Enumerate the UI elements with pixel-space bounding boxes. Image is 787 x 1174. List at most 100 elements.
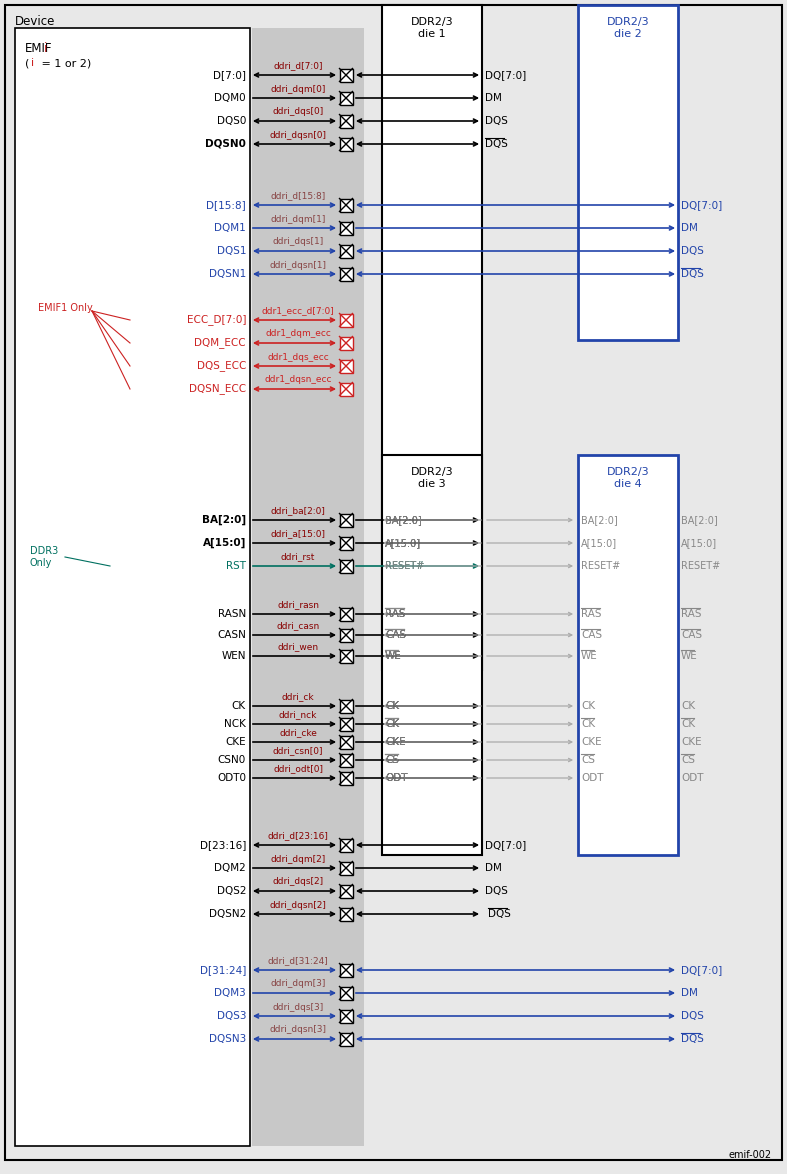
Bar — [339, 115, 353, 128]
Text: CK: CK — [581, 718, 595, 729]
Text: DQS: DQS — [681, 1011, 704, 1021]
Text: CKE: CKE — [385, 737, 405, 747]
Text: CS: CS — [385, 755, 399, 765]
Text: RESET#: RESET# — [385, 561, 424, 571]
Text: CK: CK — [385, 718, 399, 729]
Bar — [339, 862, 353, 875]
Text: ddri_d[15:8]: ddri_d[15:8] — [271, 191, 326, 201]
Bar — [339, 359, 353, 372]
Text: WEN: WEN — [221, 652, 246, 661]
Bar — [339, 986, 353, 999]
Text: CK: CK — [385, 701, 399, 711]
Text: DQ[7:0]: DQ[7:0] — [681, 965, 722, 974]
Text: ddri_dqsn[1]: ddri_dqsn[1] — [269, 261, 327, 270]
Text: CAS: CAS — [385, 630, 406, 640]
Text: ddri_d[23:16]: ddri_d[23:16] — [268, 831, 328, 841]
Bar — [339, 92, 353, 104]
Text: ddri_rasn: ddri_rasn — [277, 600, 319, 609]
Text: (: ( — [25, 58, 29, 68]
Text: ddri_dqm[3]: ddri_dqm[3] — [270, 979, 326, 989]
Bar — [339, 383, 353, 396]
Bar — [339, 313, 353, 326]
Text: ddri_dqs[1]: ddri_dqs[1] — [272, 237, 323, 247]
Text: DDR2/3: DDR2/3 — [411, 467, 453, 477]
Text: CAS: CAS — [581, 630, 602, 640]
Text: ECC_D[7:0]: ECC_D[7:0] — [187, 315, 246, 325]
Text: WE: WE — [581, 652, 598, 661]
Text: ODT: ODT — [581, 772, 604, 783]
Text: CASN: CASN — [217, 630, 246, 640]
Bar — [15, 28, 250, 1146]
Text: DQS: DQS — [485, 139, 508, 149]
Text: CS: CS — [385, 755, 399, 765]
Bar — [382, 5, 482, 670]
Text: DM: DM — [485, 863, 502, 873]
Text: CS: CS — [681, 755, 695, 765]
Text: RAS: RAS — [385, 609, 405, 619]
Text: ddri_dqm[1]: ddri_dqm[1] — [270, 215, 326, 223]
Text: BA[2:0]: BA[2:0] — [385, 515, 422, 525]
Text: RAS: RAS — [581, 609, 601, 619]
Text: D[31:24]: D[31:24] — [200, 965, 246, 974]
Text: ddri_ck: ddri_ck — [282, 693, 314, 702]
Text: ddri_dqm[2]: ddri_dqm[2] — [271, 855, 326, 864]
Text: die 2: die 2 — [614, 29, 642, 39]
Bar — [339, 537, 353, 549]
Text: DQS3: DQS3 — [216, 1011, 246, 1021]
Text: DM: DM — [485, 93, 502, 103]
Bar — [339, 771, 353, 784]
Text: ddr1_dqm_ecc: ddr1_dqm_ecc — [265, 330, 331, 338]
Text: CAS: CAS — [681, 630, 702, 640]
Text: ddri_dqs[2]: ddri_dqs[2] — [272, 877, 323, 886]
Bar — [339, 754, 353, 767]
Text: BA[2:0]: BA[2:0] — [202, 515, 246, 525]
Bar — [339, 884, 353, 897]
Text: ODT: ODT — [385, 772, 408, 783]
Text: A[15:0]: A[15:0] — [202, 538, 246, 548]
Text: Only: Only — [30, 558, 53, 568]
Text: CKE: CKE — [681, 737, 702, 747]
Text: BA[2:0]: BA[2:0] — [681, 515, 718, 525]
Text: die 1: die 1 — [418, 29, 445, 39]
Text: DQM3: DQM3 — [214, 989, 246, 998]
Text: ddri_dqm[0]: ddri_dqm[0] — [270, 85, 326, 94]
Text: ddri_dqsn[0]: ddri_dqsn[0] — [269, 130, 327, 140]
Text: ddri_dqs[3]: ddri_dqs[3] — [272, 1003, 323, 1012]
Text: DQSN2: DQSN2 — [209, 909, 246, 919]
Text: DQS: DQS — [681, 247, 704, 256]
Text: i: i — [31, 58, 34, 68]
Text: DQS_ECC: DQS_ECC — [197, 360, 246, 371]
Text: ddri_wen: ddri_wen — [278, 642, 319, 652]
Text: ddr1_ecc_d[7:0]: ddr1_ecc_d[7:0] — [261, 306, 334, 316]
Text: CS: CS — [581, 755, 595, 765]
Bar — [339, 337, 353, 350]
Text: ddri_csn[0]: ddri_csn[0] — [273, 747, 323, 756]
Text: DQS2: DQS2 — [216, 886, 246, 896]
Bar — [382, 456, 482, 855]
Bar — [339, 1010, 353, 1023]
Text: RESET#: RESET# — [385, 561, 424, 571]
Text: die 3: die 3 — [418, 479, 445, 490]
Text: DDR3: DDR3 — [30, 546, 58, 556]
Text: DQSN3: DQSN3 — [209, 1034, 246, 1044]
Bar — [339, 68, 353, 81]
Text: DQM1: DQM1 — [214, 223, 246, 232]
Text: i: i — [43, 42, 47, 55]
Text: DM: DM — [681, 223, 698, 232]
Text: DQS0: DQS0 — [216, 116, 246, 126]
Bar — [578, 456, 678, 855]
Text: RAS: RAS — [681, 609, 701, 619]
Text: CK: CK — [581, 701, 595, 711]
Bar — [339, 244, 353, 257]
Text: ddri_dqsn[3]: ddri_dqsn[3] — [269, 1026, 327, 1034]
Text: DDR2/3: DDR2/3 — [411, 16, 453, 27]
Text: DQS: DQS — [681, 269, 704, 279]
Text: ODT: ODT — [681, 772, 704, 783]
Text: ddri_cke: ddri_cke — [279, 729, 317, 737]
Bar — [339, 137, 353, 150]
Text: RST: RST — [226, 561, 246, 571]
Text: Device: Device — [15, 15, 55, 28]
Text: ddri_dqsn[2]: ddri_dqsn[2] — [270, 900, 327, 910]
Bar — [339, 1032, 353, 1046]
Text: emif-002: emif-002 — [729, 1151, 772, 1160]
